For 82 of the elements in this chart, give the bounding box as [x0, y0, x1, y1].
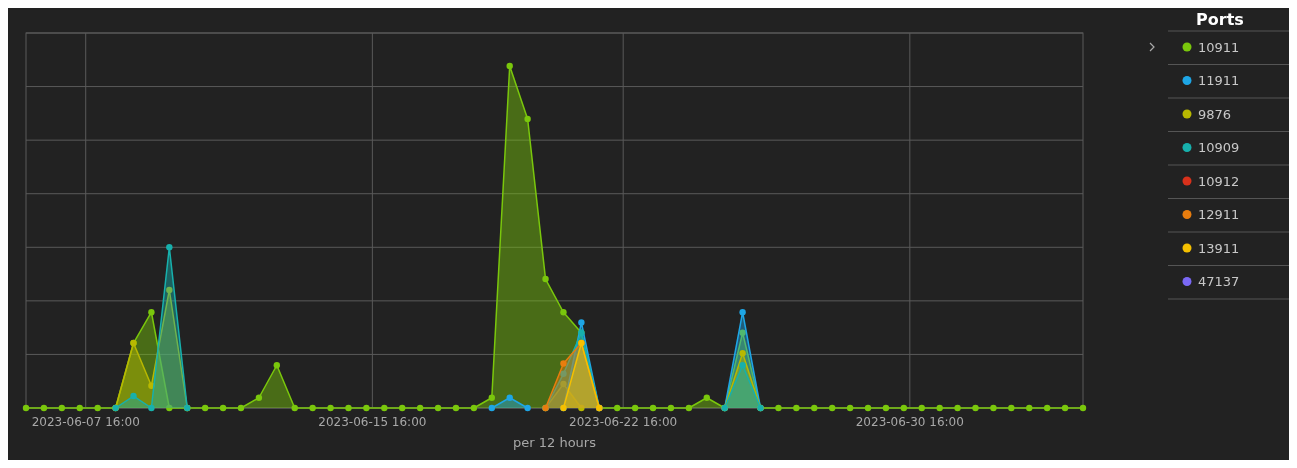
point — [739, 309, 746, 316]
point — [775, 404, 782, 412]
point — [1079, 404, 1087, 412]
point — [703, 394, 710, 401]
point — [506, 394, 513, 401]
point — [255, 394, 263, 401]
point — [560, 309, 567, 316]
point — [649, 404, 657, 412]
point — [488, 404, 495, 412]
legend-title: Ports — [1196, 10, 1244, 29]
point — [148, 309, 155, 316]
point — [148, 404, 155, 412]
point — [631, 404, 639, 412]
point — [327, 404, 334, 412]
point — [954, 404, 961, 412]
point — [972, 404, 979, 412]
point — [990, 404, 997, 412]
point — [1008, 404, 1015, 412]
point — [291, 404, 298, 412]
point — [560, 370, 567, 377]
point — [201, 404, 209, 412]
legend-label: 11911 — [1198, 73, 1240, 88]
point — [578, 404, 585, 412]
point — [381, 404, 388, 412]
point — [542, 275, 549, 283]
point — [166, 244, 173, 251]
legend-label: 10909 — [1198, 140, 1240, 155]
point — [166, 404, 173, 412]
point — [793, 404, 800, 412]
x-tick-label: 2023-06-22 16:00 — [569, 415, 678, 429]
point — [434, 404, 442, 412]
legend-label: 13911 — [1198, 240, 1240, 256]
point — [614, 404, 621, 412]
point — [811, 404, 818, 412]
point — [309, 404, 316, 412]
point — [739, 350, 746, 357]
point — [22, 404, 30, 412]
point — [882, 404, 890, 412]
point — [1061, 404, 1069, 412]
point — [488, 394, 495, 401]
point — [345, 404, 352, 412]
point — [399, 404, 406, 412]
point — [506, 62, 513, 70]
point — [524, 115, 531, 123]
point — [560, 380, 567, 388]
point — [40, 404, 48, 412]
x-tick-label: 2023-06-30 16:00 — [855, 415, 964, 429]
point — [273, 362, 281, 369]
point — [524, 404, 531, 412]
x-tick-label: 2023-06-15 16:00 — [318, 415, 427, 429]
legend-label: 10911 — [1198, 39, 1240, 55]
point — [363, 404, 370, 412]
legend-label: 47137 — [1198, 274, 1240, 289]
point — [416, 404, 424, 412]
point — [76, 404, 83, 412]
point — [470, 404, 478, 412]
point — [685, 404, 693, 412]
point — [130, 392, 137, 400]
point — [1026, 404, 1033, 412]
point — [846, 404, 854, 412]
point — [166, 286, 173, 294]
point — [560, 360, 567, 367]
point — [828, 404, 836, 412]
point — [578, 319, 585, 326]
point — [900, 404, 908, 412]
x-axis-title: per 12 hours — [513, 435, 597, 450]
point — [1043, 404, 1051, 412]
point — [237, 404, 245, 412]
x-tick-label: 2023-06-07 16:00 — [31, 415, 140, 429]
point — [918, 404, 925, 412]
point — [58, 404, 66, 412]
point — [94, 404, 101, 412]
point — [864, 404, 872, 412]
legend-label: 9876 — [1198, 106, 1232, 122]
point — [936, 404, 943, 412]
point — [739, 329, 746, 336]
legend-label: 12911 — [1198, 207, 1240, 222]
point — [452, 404, 460, 412]
point — [739, 362, 746, 369]
legend-label: 10912 — [1198, 173, 1240, 189]
point — [667, 404, 675, 412]
point — [219, 404, 227, 412]
